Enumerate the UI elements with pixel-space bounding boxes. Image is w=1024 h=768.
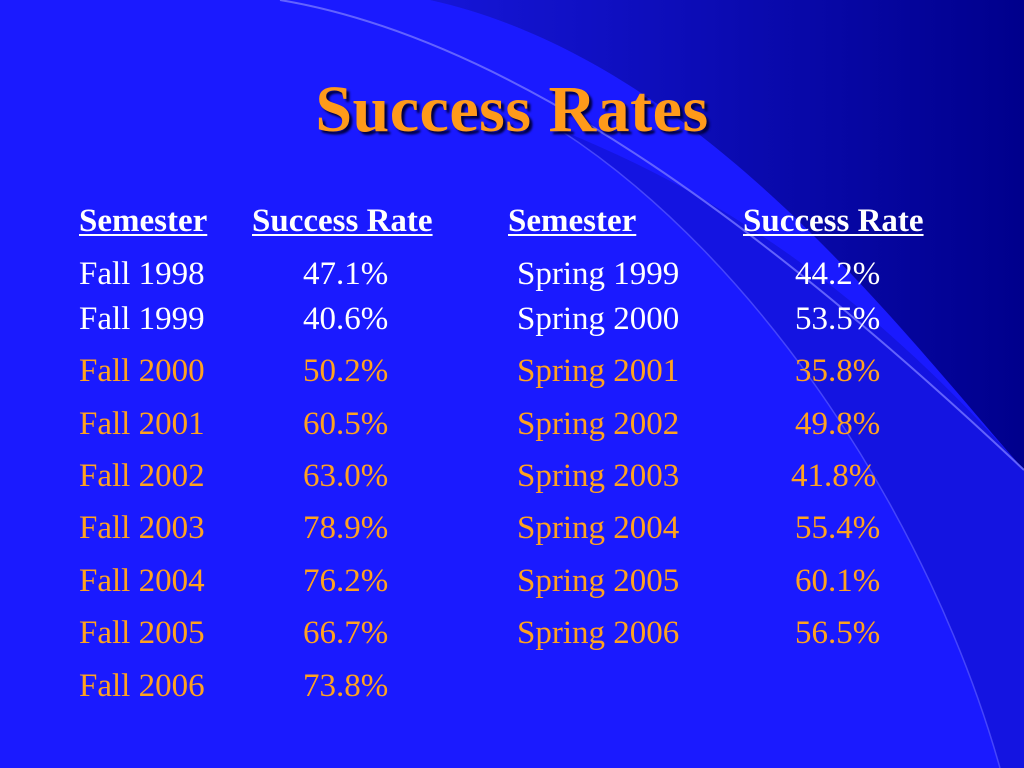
fall-success-rate: 40.6% — [303, 301, 389, 337]
fall-success-rate: 76.2% — [303, 563, 389, 599]
header-semester-spring: Semester — [508, 203, 637, 239]
spring-semester: Spring 2004 — [517, 510, 680, 546]
spring-success-rate: 49.8% — [795, 406, 881, 442]
spring-success-rate: 55.4% — [795, 510, 881, 546]
fall-semester: Fall 2005 — [79, 615, 205, 651]
spring-success-rate: 56.5% — [795, 615, 881, 651]
fall-semester: Fall 2003 — [79, 510, 205, 546]
spring-semester: Spring 2003 — [517, 458, 680, 494]
fall-semester: Fall 1999 — [79, 301, 205, 337]
spring-success-rate: 41.8% — [791, 458, 877, 494]
fall-success-rate: 47.1% — [303, 256, 389, 292]
header-success-rate-fall: Success Rate — [252, 203, 433, 239]
spring-success-rate: 53.5% — [795, 301, 881, 337]
fall-success-rate: 60.5% — [303, 406, 389, 442]
swoosh-curve — [279, 0, 1024, 471]
spring-semester: Spring 2002 — [517, 406, 680, 442]
spring-success-rate: 60.1% — [795, 563, 881, 599]
header-success-rate-spring: Success Rate — [743, 203, 924, 239]
fall-semester: Fall 2000 — [79, 353, 205, 389]
spring-success-rate: 44.2% — [795, 256, 881, 292]
spring-semester: Spring 2000 — [517, 301, 680, 337]
fall-semester: Fall 2001 — [79, 406, 205, 442]
spring-semester: Spring 2005 — [517, 563, 680, 599]
header-semester-fall: Semester — [79, 203, 208, 239]
fall-success-rate: 73.8% — [303, 668, 389, 704]
spring-semester: Spring 1999 — [517, 256, 680, 292]
fall-semester: Fall 2002 — [79, 458, 205, 494]
fall-success-rate: 78.9% — [303, 510, 389, 546]
fall-success-rate: 66.7% — [303, 615, 389, 651]
spring-semester: Spring 2001 — [517, 353, 680, 389]
fall-success-rate: 50.2% — [303, 353, 389, 389]
fall-semester: Fall 1998 — [79, 256, 205, 292]
fall-semester: Fall 2006 — [79, 668, 205, 704]
fall-semester: Fall 2004 — [79, 563, 205, 599]
fall-success-rate: 63.0% — [303, 458, 389, 494]
slide-title: Success Rates — [315, 73, 709, 146]
spring-semester: Spring 2006 — [517, 615, 680, 651]
spring-success-rate: 35.8% — [795, 353, 881, 389]
